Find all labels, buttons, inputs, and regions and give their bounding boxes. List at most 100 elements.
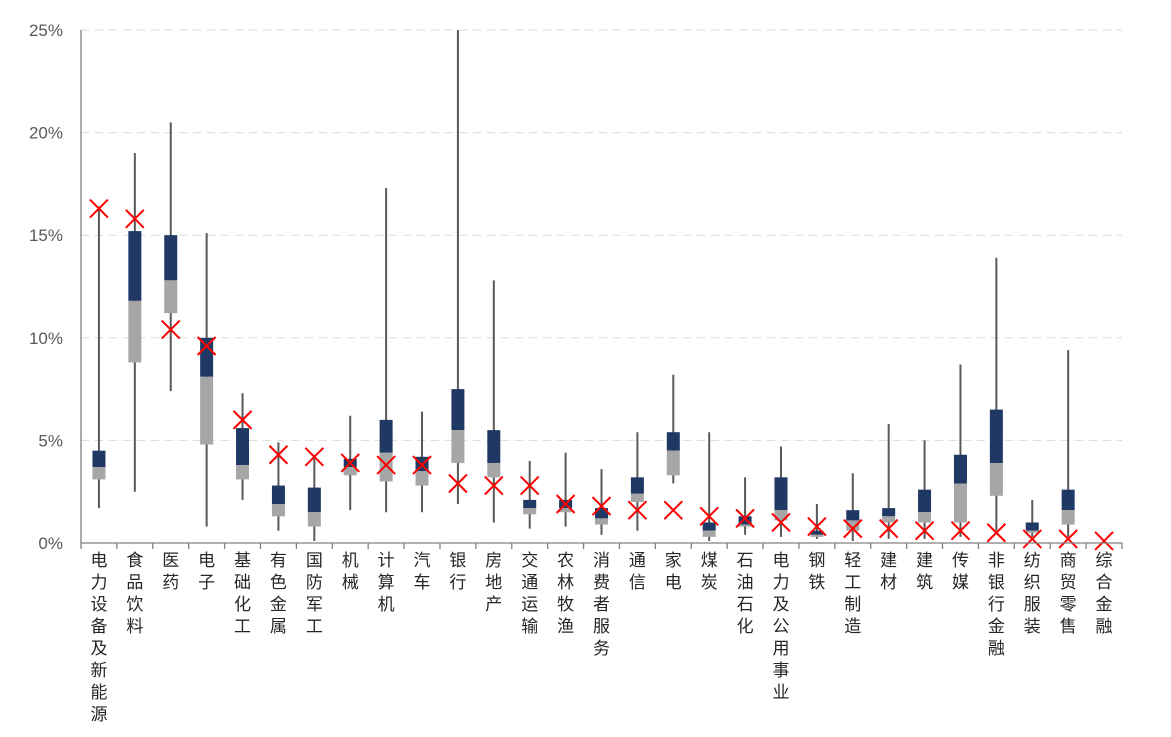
upper-box	[92, 450, 106, 468]
current-marker	[304, 447, 325, 467]
upper-box	[487, 430, 501, 463]
lower-box	[559, 508, 573, 513]
lower-box	[738, 524, 752, 527]
current-value-markers	[89, 198, 1114, 551]
upper-box	[236, 428, 250, 466]
current-marker	[843, 518, 863, 539]
lower-box	[200, 376, 214, 445]
upper-box	[1025, 522, 1039, 531]
y-axis-tick-labels: 0% 5% 10% 15% 20% 25%	[29, 21, 63, 553]
current-marker	[232, 410, 253, 430]
x-category-label: 房地产	[485, 551, 502, 615]
upper-box	[774, 477, 788, 511]
lower-box	[918, 512, 932, 523]
x-category-label: 医药	[162, 551, 179, 593]
box-1	[128, 153, 142, 492]
box-24	[953, 364, 967, 537]
box-22	[882, 423, 896, 539]
lower-box	[307, 512, 321, 527]
upper-box	[810, 530, 824, 535]
x-category-label: 国防军工	[306, 551, 323, 637]
upper-box	[379, 419, 393, 453]
lower-box	[379, 452, 393, 482]
upper-box	[630, 477, 644, 494]
marker-stroke	[771, 512, 791, 533]
marker-stroke	[1058, 529, 1078, 549]
current-marker	[914, 520, 935, 541]
current-marker	[196, 336, 217, 356]
box-27	[1061, 350, 1075, 537]
marker-stroke	[950, 520, 971, 541]
marker-stroke	[125, 209, 145, 229]
upper-box	[1061, 489, 1075, 511]
x-category-label: 机械	[342, 551, 359, 593]
x-category-label: 建材	[880, 551, 897, 593]
x-category-label: 农林牧渔	[557, 551, 574, 637]
upper-box	[307, 487, 321, 513]
y-tick-label: 20%	[29, 124, 63, 143]
x-category-label: 电力及公用事业	[772, 551, 789, 703]
lower-box	[236, 465, 250, 480]
current-marker	[340, 453, 360, 473]
marker-stroke	[986, 523, 1007, 543]
x-category-label: 传媒	[952, 551, 969, 593]
box-3	[200, 233, 214, 527]
marker-stroke	[699, 506, 719, 527]
upper-box	[846, 510, 860, 521]
lower-box	[630, 493, 644, 502]
lower-box	[128, 300, 142, 363]
upper-box	[595, 508, 608, 519]
lower-box	[415, 471, 429, 486]
box-14	[595, 469, 608, 535]
marker-stroke	[1094, 531, 1114, 551]
upper-box	[953, 454, 967, 484]
marker-stroke	[1022, 529, 1042, 549]
box-0	[92, 206, 106, 509]
current-marker	[1022, 529, 1042, 549]
marker-stroke	[555, 494, 576, 514]
y-tick-label: 0%	[38, 534, 63, 553]
upper-box	[738, 516, 752, 525]
current-marker	[986, 523, 1007, 543]
upper-box	[666, 432, 680, 451]
y-tick-label: 25%	[29, 21, 63, 40]
marker-stroke	[448, 473, 468, 494]
x-category-label: 消费者服务	[593, 551, 610, 659]
box-17	[702, 432, 716, 541]
box-21	[846, 473, 860, 541]
upper-box	[164, 235, 178, 281]
box-series	[92, 30, 1075, 541]
box-9	[415, 411, 429, 513]
lower-box	[595, 518, 608, 525]
box-18	[738, 477, 752, 535]
upper-box	[918, 489, 932, 513]
current-marker	[89, 198, 109, 219]
lower-box	[523, 508, 537, 515]
upper-box	[451, 389, 465, 431]
marker-stroke	[807, 516, 827, 537]
box-10	[451, 30, 465, 505]
marker-stroke	[843, 518, 863, 539]
box-11	[487, 280, 501, 523]
lower-box	[1061, 510, 1075, 525]
box-2	[164, 122, 178, 392]
marker-stroke	[627, 500, 648, 520]
x-category-label: 非银行金融	[988, 551, 1005, 659]
box-23	[918, 440, 932, 539]
marker-stroke	[232, 410, 253, 430]
lower-box	[846, 520, 860, 531]
x-category-label: 通信	[629, 551, 646, 593]
lower-box	[702, 530, 716, 537]
x-category-label: 建筑	[916, 551, 933, 593]
x-category-label: 电力设备及新能源	[90, 551, 107, 725]
x-category-label: 电子	[198, 551, 215, 593]
marker-stroke	[878, 518, 899, 539]
marker-stroke	[340, 453, 360, 473]
current-marker	[591, 496, 612, 516]
y-tick-label: 10%	[29, 329, 63, 348]
axes	[80, 30, 1123, 549]
upper-box	[882, 508, 896, 517]
lower-box	[989, 462, 1003, 496]
x-category-label: 综合金融	[1096, 551, 1113, 637]
